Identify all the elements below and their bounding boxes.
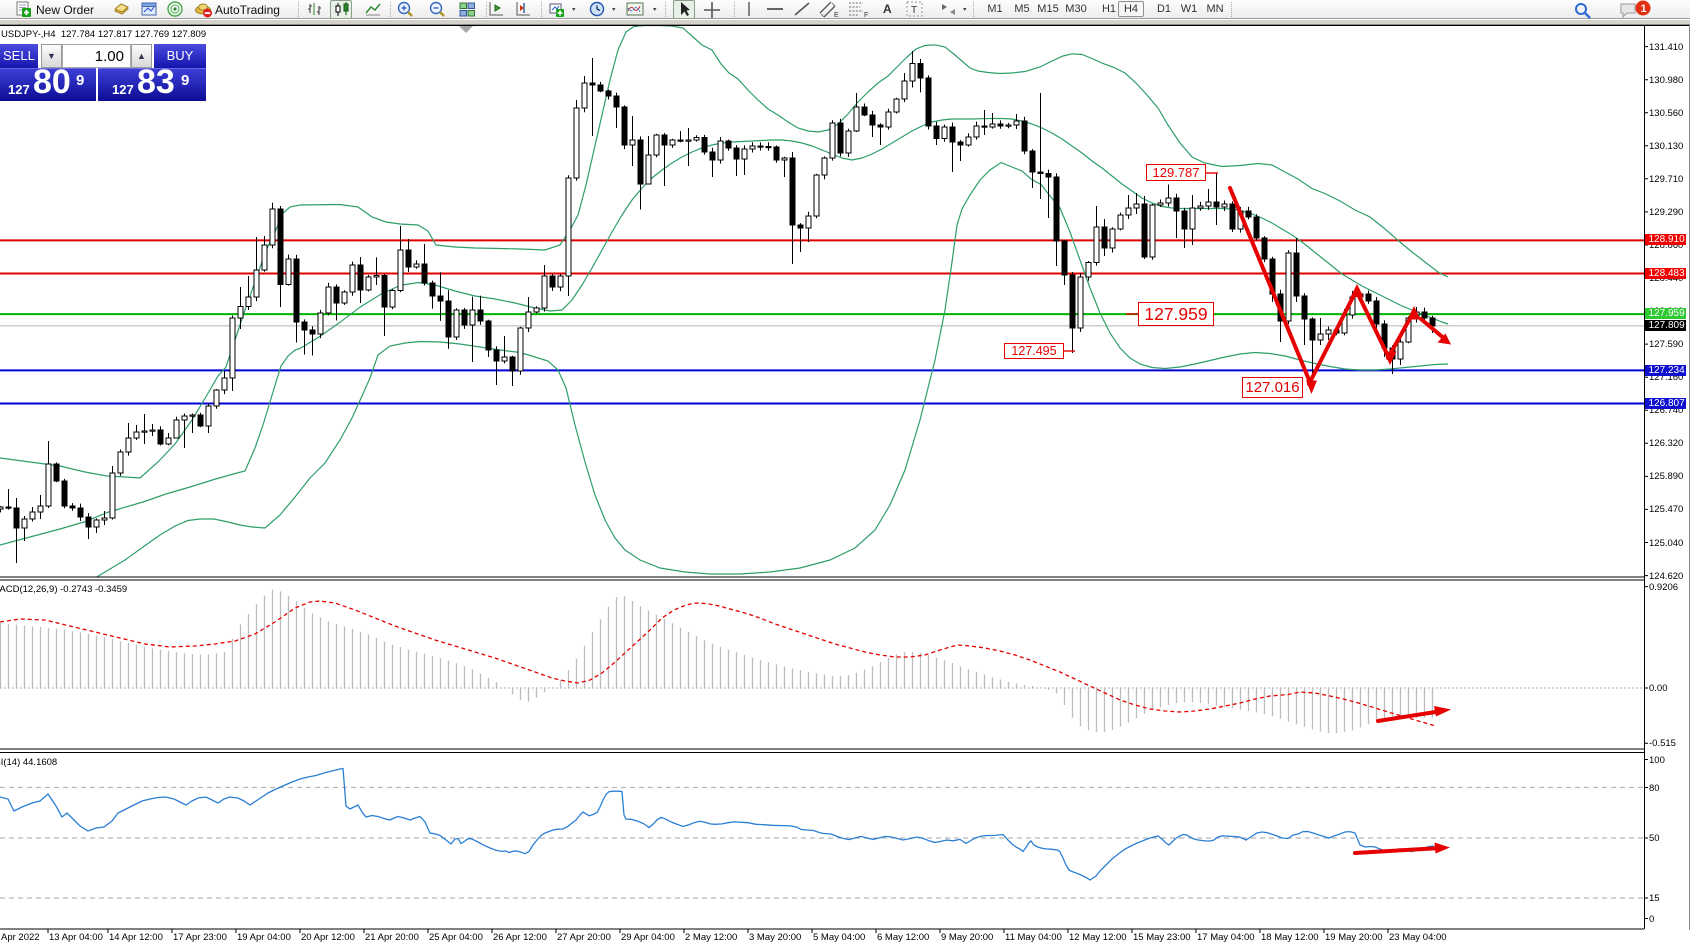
svg-text:E: E xyxy=(834,12,839,19)
svg-text:F: F xyxy=(864,12,868,19)
svg-text:1: 1 xyxy=(1641,3,1647,15)
svg-text:T: T xyxy=(911,5,917,16)
